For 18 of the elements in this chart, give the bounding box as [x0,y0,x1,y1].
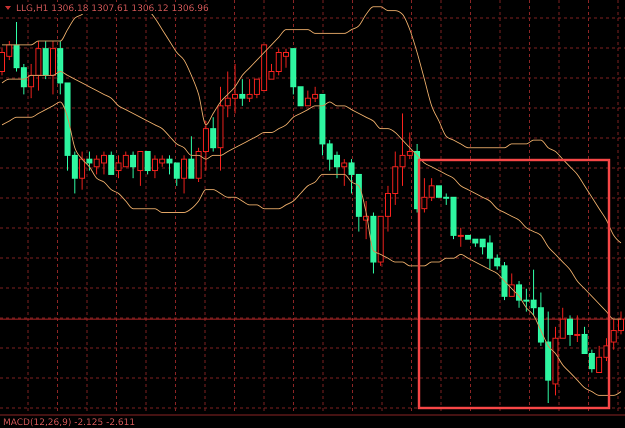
candlestick [144,151,151,175]
candlestick [137,151,144,186]
candlestick [188,136,194,179]
candlestick [181,154,188,194]
candlestick [79,151,86,190]
candlestick [210,116,216,152]
chart-title: LLG,H1 1306.18 1307.61 1306.12 1306.96 [16,4,209,14]
candlestick [130,151,136,179]
candlestick [239,78,246,106]
candlestick [458,227,464,248]
candlestick [567,314,574,346]
candlestick [574,314,580,343]
candlestick [28,63,34,99]
candlestick [108,151,114,175]
candlestick [86,151,92,172]
candlestick [341,158,348,186]
text: MACD(12,26,9) -2.125 -2.611 [3,418,136,428]
candlestick [508,272,515,297]
